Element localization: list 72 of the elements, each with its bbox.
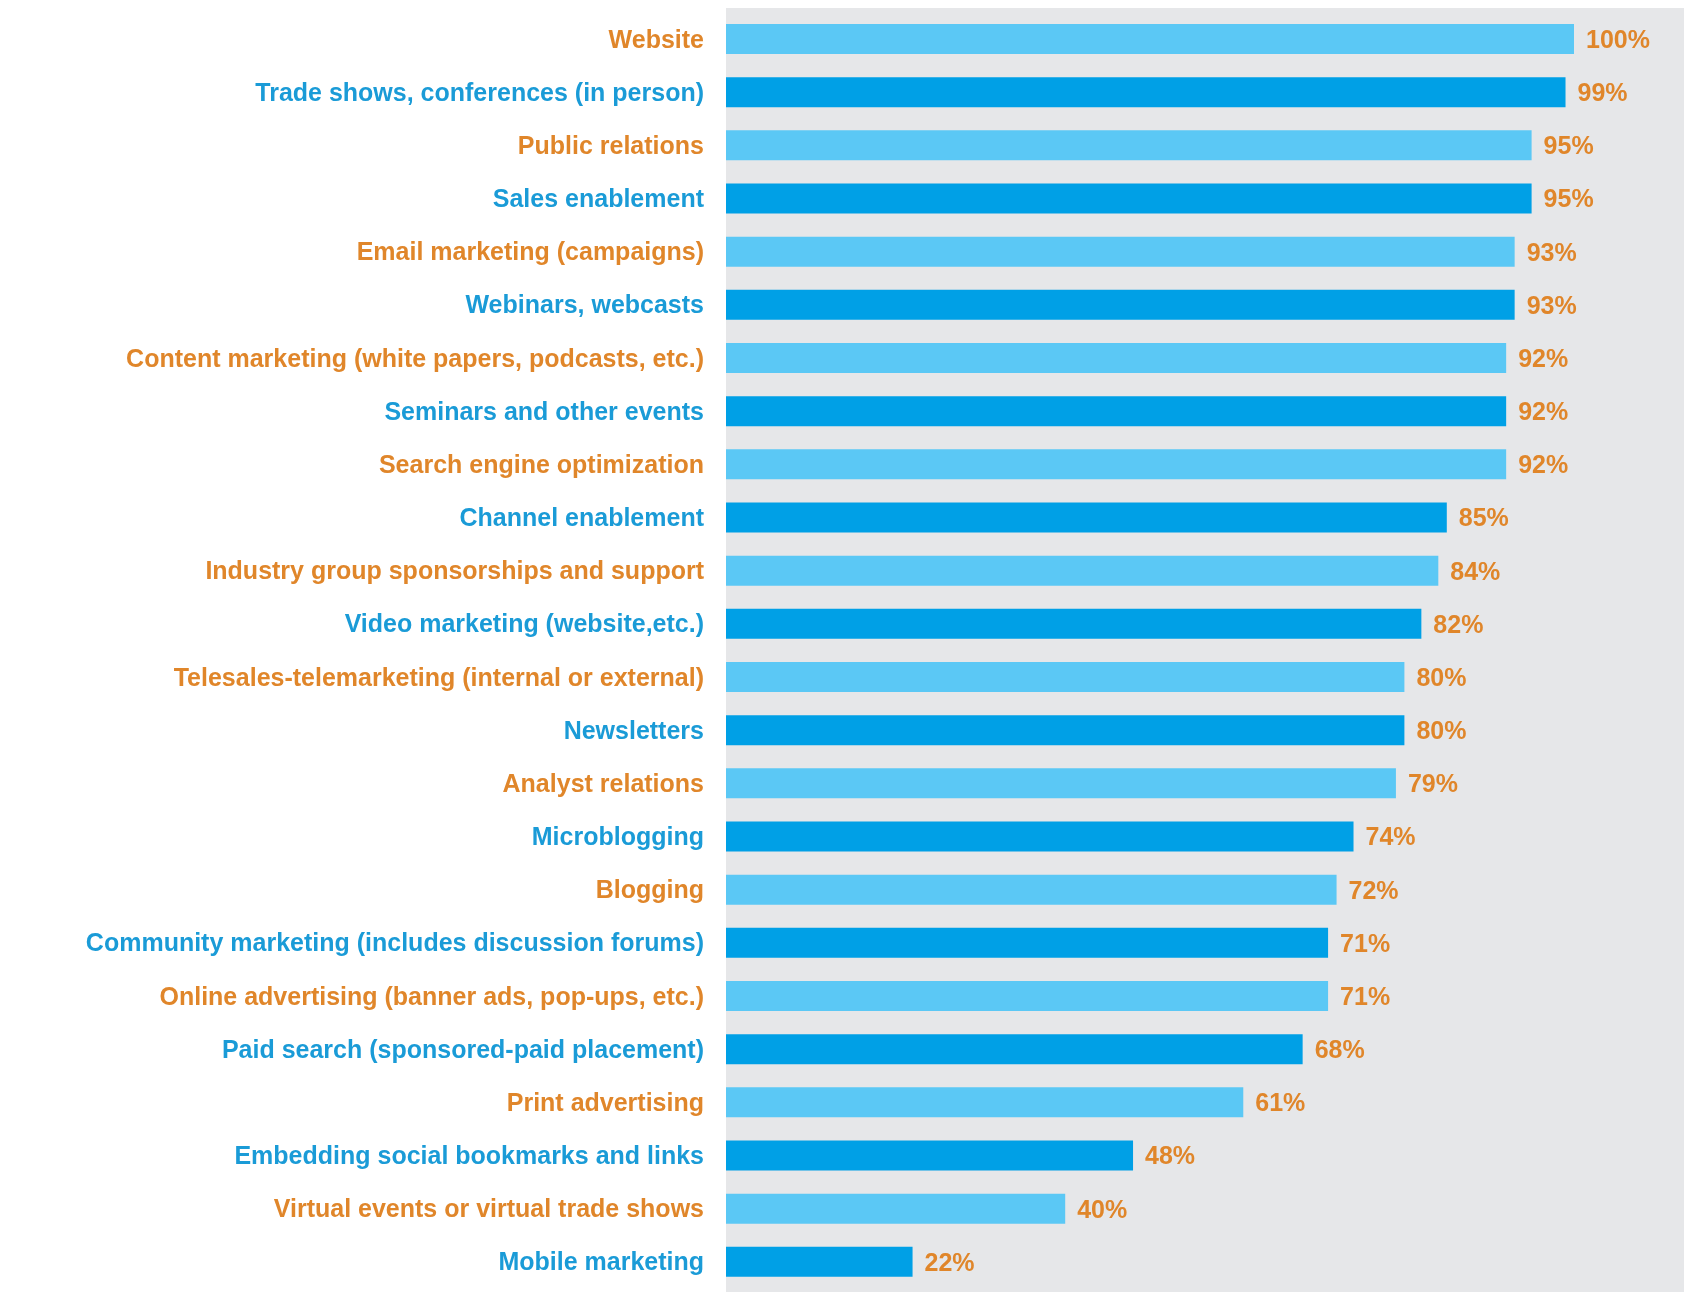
y-tick-label: Community marketing (includes discussion forums): [85, 928, 704, 957]
y-tick-label: Industry group sponsorships and support: [205, 556, 705, 585]
bar: [726, 768, 1396, 799]
bar: [726, 183, 1532, 214]
data-label: 92%: [1518, 450, 1569, 479]
data-label: 71%: [1340, 981, 1391, 1010]
bar: [726, 502, 1447, 533]
data-label: 85%: [1458, 503, 1509, 532]
bar: [726, 236, 1515, 267]
y-tick-label: Content marketing (white papers, podcasts, etc.): [126, 343, 704, 372]
bar: [726, 1140, 1134, 1171]
y-tick-label: Virtual events or virtual trade shows: [273, 1194, 704, 1223]
data-label: 71%: [1340, 928, 1391, 957]
bar: [726, 662, 1405, 692]
data-label: 79%: [1407, 769, 1458, 798]
bar: [726, 449, 1507, 480]
bar: [726, 1246, 913, 1277]
y-tick-label: Channel enablement: [459, 503, 705, 532]
bar: [726, 1087, 1244, 1118]
data-label: 84%: [1450, 556, 1501, 585]
y-tick-label: Mobile marketing: [498, 1247, 704, 1276]
y-tick-label: Public relations: [517, 130, 704, 159]
y-tick-label: Analyst relations: [502, 768, 704, 797]
bar: [726, 821, 1354, 852]
data-label: 99%: [1577, 78, 1628, 107]
data-label: 95%: [1543, 131, 1594, 160]
y-tick-label: Email marketing (campaigns): [356, 237, 704, 266]
y-tick-label: Video marketing (website,etc.): [344, 609, 704, 638]
data-label: 80%: [1416, 716, 1467, 745]
data-label: 74%: [1365, 822, 1416, 851]
y-tick-label: Webinars, webcasts: [465, 290, 704, 319]
bar: [726, 1193, 1066, 1224]
y-tick-label: Telesales-telemarketing (internal or external): [173, 662, 704, 691]
data-label: 92%: [1518, 343, 1569, 372]
y-tick-label: Website: [608, 24, 705, 53]
data-label: 40%: [1077, 1194, 1128, 1223]
data-label: 82%: [1433, 609, 1484, 638]
data-label: 92%: [1518, 397, 1569, 426]
y-tick-label: Blogging: [595, 875, 704, 904]
bar: [726, 555, 1439, 586]
bar: [726, 130, 1532, 161]
bar: [726, 1034, 1303, 1065]
y-tick-label: Search engine optimization: [378, 449, 704, 478]
y-tick-label: Trade shows, conferences (in person): [255, 77, 704, 106]
y-tick-label: Seminars and other events: [384, 396, 704, 425]
data-label: 93%: [1526, 237, 1577, 266]
bar: [726, 289, 1515, 320]
data-label: 48%: [1145, 1141, 1196, 1170]
y-tick-label: Sales enablement: [492, 184, 705, 213]
y-tick-label: Microblogging: [531, 822, 704, 851]
y-tick-label: Embedding social bookmarks and links: [234, 1141, 704, 1170]
data-label: 68%: [1314, 1035, 1365, 1064]
data-label: 80%: [1416, 662, 1467, 691]
data-label: 61%: [1255, 1088, 1306, 1117]
bar: [726, 396, 1507, 427]
y-tick-label: Newsletters: [563, 715, 704, 744]
y-tick-label: Print advertising: [506, 1087, 704, 1116]
bar: [726, 608, 1422, 639]
data-label: 100%: [1586, 24, 1650, 53]
y-tick-label: Paid search (sponsored-paid placement): [221, 1034, 704, 1063]
bar: [726, 927, 1329, 958]
bar: [726, 981, 1329, 1011]
bar: [726, 24, 1574, 54]
data-label: 72%: [1348, 875, 1399, 904]
bar: [726, 77, 1566, 108]
bar: [726, 715, 1405, 746]
y-tick-label: Online advertising (banner ads, pop-ups, etc.): [159, 981, 704, 1010]
bar: [726, 874, 1337, 905]
data-label: 22%: [924, 1247, 975, 1276]
data-label: 95%: [1543, 184, 1594, 213]
data-label: 93%: [1526, 290, 1577, 319]
bar: [726, 343, 1507, 373]
